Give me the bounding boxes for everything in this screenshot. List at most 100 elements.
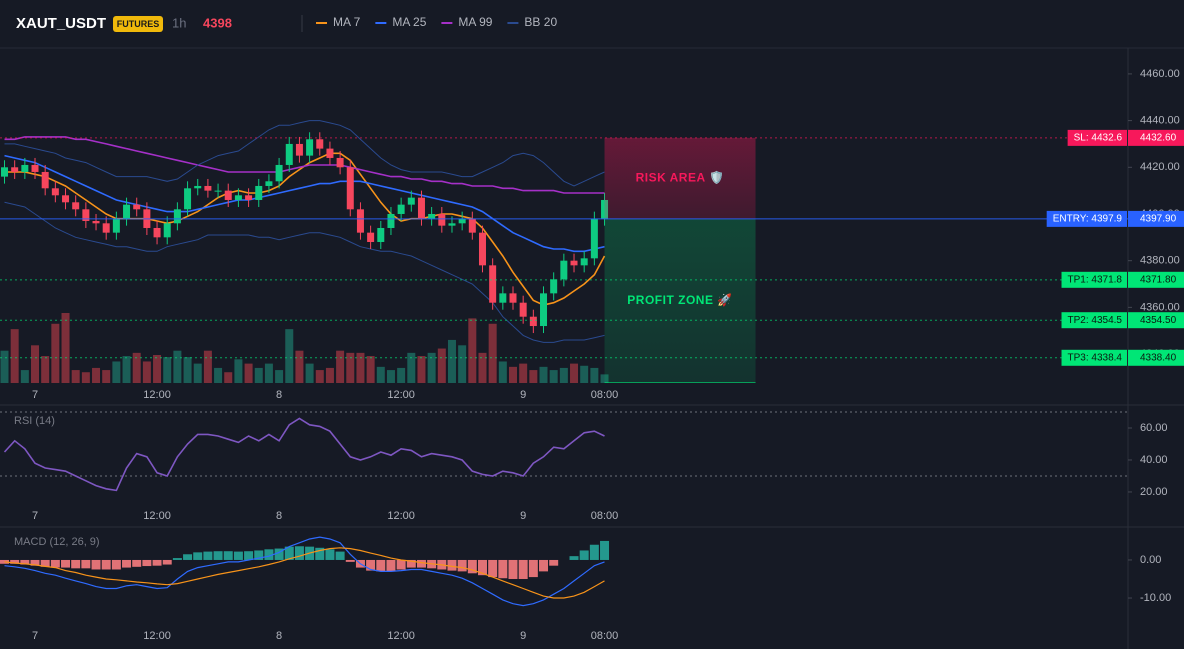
rsi-line xyxy=(3,417,605,492)
macd-histogram xyxy=(61,559,71,568)
x-tick-label: 8 xyxy=(276,510,282,522)
volume-bar xyxy=(336,350,345,383)
volume-bar xyxy=(122,356,131,383)
macd-histogram xyxy=(335,551,345,560)
y-tick-label: 0.00 xyxy=(1140,554,1161,566)
candle-body xyxy=(336,157,344,168)
candle-body xyxy=(458,218,466,224)
volume-bar xyxy=(214,367,223,383)
badge: FUTURES xyxy=(117,19,160,29)
candle-body xyxy=(133,204,141,210)
volume-bar xyxy=(447,339,456,383)
candle-body xyxy=(295,143,303,156)
candle-body xyxy=(153,227,161,238)
volume-bar xyxy=(407,352,416,383)
volume-bar xyxy=(519,363,528,383)
volume-bar xyxy=(427,352,436,383)
candle-body xyxy=(224,190,232,200)
macd-histogram xyxy=(447,559,457,571)
macd-histogram xyxy=(71,559,81,569)
ma-line xyxy=(4,136,605,194)
macd-histogram xyxy=(600,540,610,560)
macd-line xyxy=(4,547,605,599)
macd-histogram xyxy=(50,559,60,568)
level-label: TP2: 4354.5 xyxy=(1068,315,1123,326)
volume-bar xyxy=(81,372,90,383)
macd-histogram xyxy=(579,550,589,560)
level-price: 4432.60 xyxy=(1140,133,1177,144)
volume-bar xyxy=(61,313,70,383)
macd-histogram xyxy=(376,559,386,572)
candle-body xyxy=(255,185,263,200)
level-price-box xyxy=(1128,312,1184,329)
level-price-box xyxy=(1128,210,1184,227)
candle-body xyxy=(387,213,395,228)
level-label: TP3: 4338.4 xyxy=(1068,352,1123,363)
risk-zone-label: RISK AREA 🛡️ xyxy=(636,171,725,185)
volume-bar xyxy=(559,367,568,383)
candle-body xyxy=(590,218,598,259)
x-tick-label: 08:00 xyxy=(591,389,619,401)
level-price: 4338.40 xyxy=(1140,352,1177,363)
macd-histogram xyxy=(142,559,152,567)
level-price-box xyxy=(1128,349,1184,366)
macd-histogram xyxy=(386,559,396,572)
level-label-box xyxy=(1067,129,1127,146)
macd-histogram xyxy=(528,559,538,578)
level-price-box xyxy=(1128,271,1184,288)
volume-bar xyxy=(590,367,599,383)
macd-histogram xyxy=(162,559,172,565)
volume-bar xyxy=(478,352,487,383)
volume-bar xyxy=(102,370,111,383)
volume-bar xyxy=(0,350,9,383)
candle-body xyxy=(41,171,49,189)
candle-body xyxy=(356,209,364,233)
volume-bar xyxy=(275,370,284,383)
macd-histogram xyxy=(244,551,254,560)
volume-bar xyxy=(509,366,517,383)
candle-body xyxy=(448,223,456,226)
macd-histogram xyxy=(91,559,101,570)
candle-body xyxy=(306,139,314,156)
legend-label: MA 7 xyxy=(333,15,361,29)
candle-body xyxy=(478,232,486,266)
last-price: 4398 xyxy=(203,15,232,30)
macd-histogram xyxy=(30,559,40,566)
candle-body xyxy=(245,195,253,200)
legend-label: BB 20 xyxy=(524,15,557,29)
volume-bar xyxy=(244,363,253,383)
x-tick-label: 12:00 xyxy=(387,630,415,642)
macd-histogram xyxy=(40,559,50,567)
y-tick-label: 20.00 xyxy=(1140,486,1168,498)
volume-bar xyxy=(285,329,294,383)
candle-body xyxy=(489,265,497,303)
macd-histogram xyxy=(315,547,325,560)
candle-body xyxy=(529,316,537,327)
macd-histogram xyxy=(457,559,467,572)
candle-body xyxy=(92,220,100,224)
x-tick-label: 12:00 xyxy=(387,389,415,401)
macd-histogram xyxy=(549,559,559,566)
volume-bar xyxy=(112,361,121,383)
volume-bar xyxy=(417,356,426,383)
x-tick-label: 12:00 xyxy=(143,389,171,401)
macd-histogram xyxy=(203,551,213,560)
x-tick-label: 7 xyxy=(32,630,38,642)
macd-histogram xyxy=(406,559,416,568)
interval[interactable]: 1h xyxy=(172,15,186,30)
candle-body xyxy=(173,209,181,224)
candle-body xyxy=(509,293,517,303)
macd-histogram xyxy=(539,559,549,572)
candle-body xyxy=(112,218,120,233)
macd-histogram xyxy=(345,559,355,562)
candle-body xyxy=(316,139,324,149)
volume-bar xyxy=(163,357,172,383)
candle-body xyxy=(428,213,436,219)
x-tick-label: 12:00 xyxy=(387,510,415,522)
profit-zone xyxy=(604,218,756,383)
macd-histogram xyxy=(498,559,508,579)
macd-histogram xyxy=(264,549,274,560)
volume-bar xyxy=(41,356,50,383)
macd-histogram xyxy=(416,559,426,568)
